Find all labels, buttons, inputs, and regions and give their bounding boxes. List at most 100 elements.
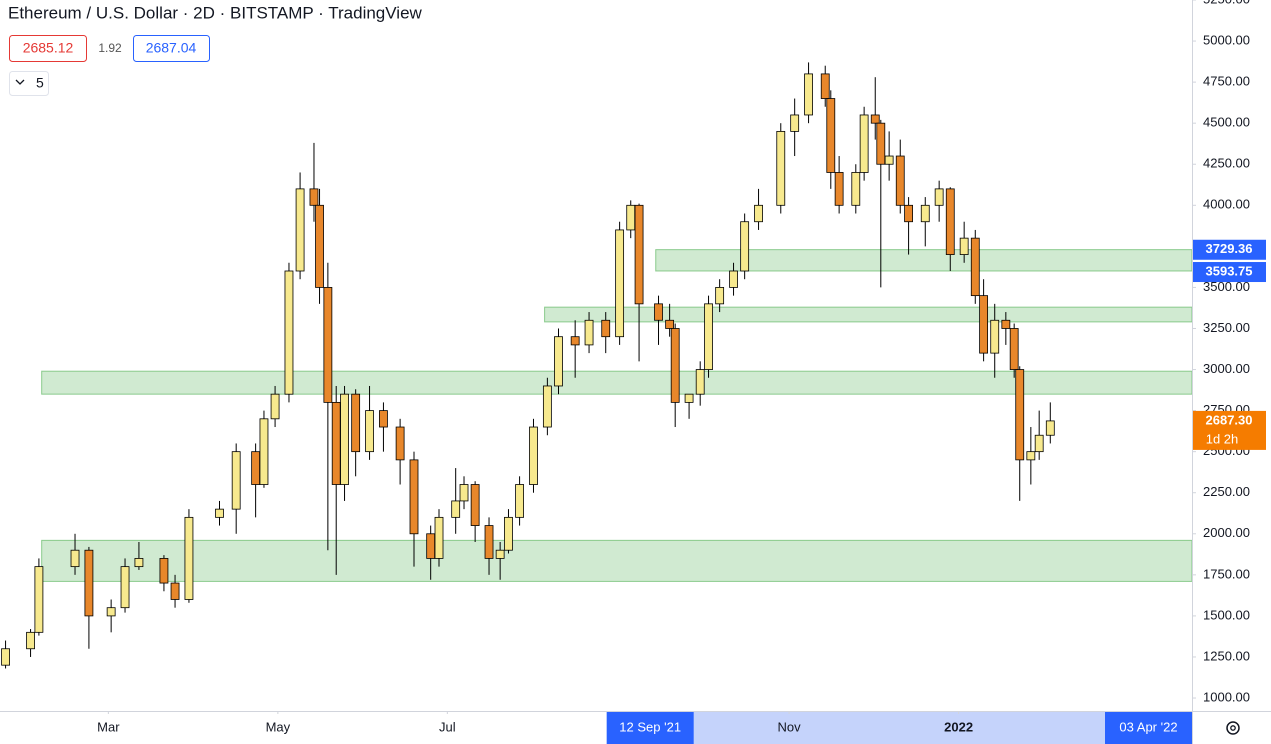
candle-body [754,204,763,223]
candle-body [729,270,738,288]
candle-body [634,204,644,305]
spread: 1.92 [98,41,122,55]
indicator-count: 5 [36,75,44,91]
candle-body [379,410,388,428]
candle-body [409,459,419,535]
candle-body [615,229,625,338]
candle-body [695,369,705,395]
candle-body [470,484,480,526]
ask: 2687.04 [146,40,197,56]
candle-body [515,484,524,518]
candle-body [1045,420,1055,436]
candle-body [34,566,44,633]
price-line-box [1193,262,1266,283]
candle-body [990,319,1000,354]
candle-body [704,303,713,370]
y-tick-label: 4750.00 [1203,74,1250,89]
candle-body [426,533,436,559]
candle-body [776,130,786,206]
range-band [650,712,1192,744]
candle-body [120,566,130,609]
candle-body [870,114,880,124]
zone [655,249,1193,272]
y-tick-label: 5000.00 [1203,32,1250,47]
candle-body [251,451,261,485]
candle-body [740,221,750,272]
chevron-icon [15,79,25,85]
candle-body [715,287,725,305]
candle-body [231,451,241,510]
candle-body [459,484,469,502]
y-tick-label: 1000.00 [1203,689,1250,704]
candle-body [654,303,663,321]
zone [544,306,1193,323]
x-tick-label: May [266,719,291,734]
candle-body [1034,434,1044,453]
candle-body [134,558,144,568]
candle-body [70,549,80,568]
range-tick-label: 03 Apr '22 [1119,719,1177,734]
last-price-label: 2687.30 [1206,412,1253,427]
range-tick-box [1105,712,1192,744]
y-tick-label: 1500.00 [1203,607,1250,622]
price-line-label: 3593.75 [1206,263,1253,278]
candle-body [1001,319,1011,329]
price-line-box [1193,239,1266,260]
candle-body [331,401,341,485]
candle-body [820,73,830,99]
candle-body [884,155,894,165]
price-line-label: 3729.36 [1206,241,1253,256]
indicators-toggle[interactable] [9,71,49,96]
candle-body [790,114,800,132]
candle-body [834,172,844,206]
candle-body [626,204,636,231]
last-price-box [1193,410,1266,450]
gear [1226,721,1240,735]
candle-body [934,188,944,206]
candle-body [295,188,305,272]
candle-body [323,287,333,403]
candle-body [309,188,319,206]
y-tick-label: 2250.00 [1203,484,1250,499]
candle-body [106,607,116,617]
candle-body [584,319,594,346]
candle-body [259,418,269,485]
x-tick-label: 2022 [944,719,973,734]
candle-body [979,295,989,354]
range-tick-box [606,712,694,744]
candle-body [26,631,35,650]
candle-body [665,319,675,329]
x-tick-label: Nov [778,719,802,734]
candle-body [945,188,955,255]
candle-body [215,508,224,518]
gear-center [1230,725,1236,731]
candle-body [570,336,580,346]
ask-box[interactable] [133,35,210,62]
candle-body [1015,369,1025,461]
candle-body [395,426,405,461]
y-tick-label: 1750.00 [1203,566,1250,581]
candle-body [484,525,494,559]
candle-body [959,237,969,255]
candle-body [284,270,294,395]
bid: 2685.12 [23,40,74,56]
candle-body [159,558,169,584]
candle-body [315,204,324,288]
candle-body [504,516,513,551]
candle-body [684,393,694,403]
candle-body [804,73,813,116]
candle-body [920,204,930,223]
plot-area [1,62,1193,669]
y-tick-label: 2000.00 [1203,525,1250,540]
bid-box[interactable] [9,35,87,62]
candle-body [495,549,505,559]
settings-icon[interactable] [1226,721,1240,735]
candle-body [340,393,349,485]
zone [41,539,1193,582]
candle-body [270,393,280,420]
axes: 1000.00 1250.00 1500.00 1750.00 2000.00 2250.… [97,0,1266,744]
x-tick-label: Mar [97,719,120,734]
y-tick-label: 5250.00 [1203,0,1250,6]
candle-body [851,172,861,206]
